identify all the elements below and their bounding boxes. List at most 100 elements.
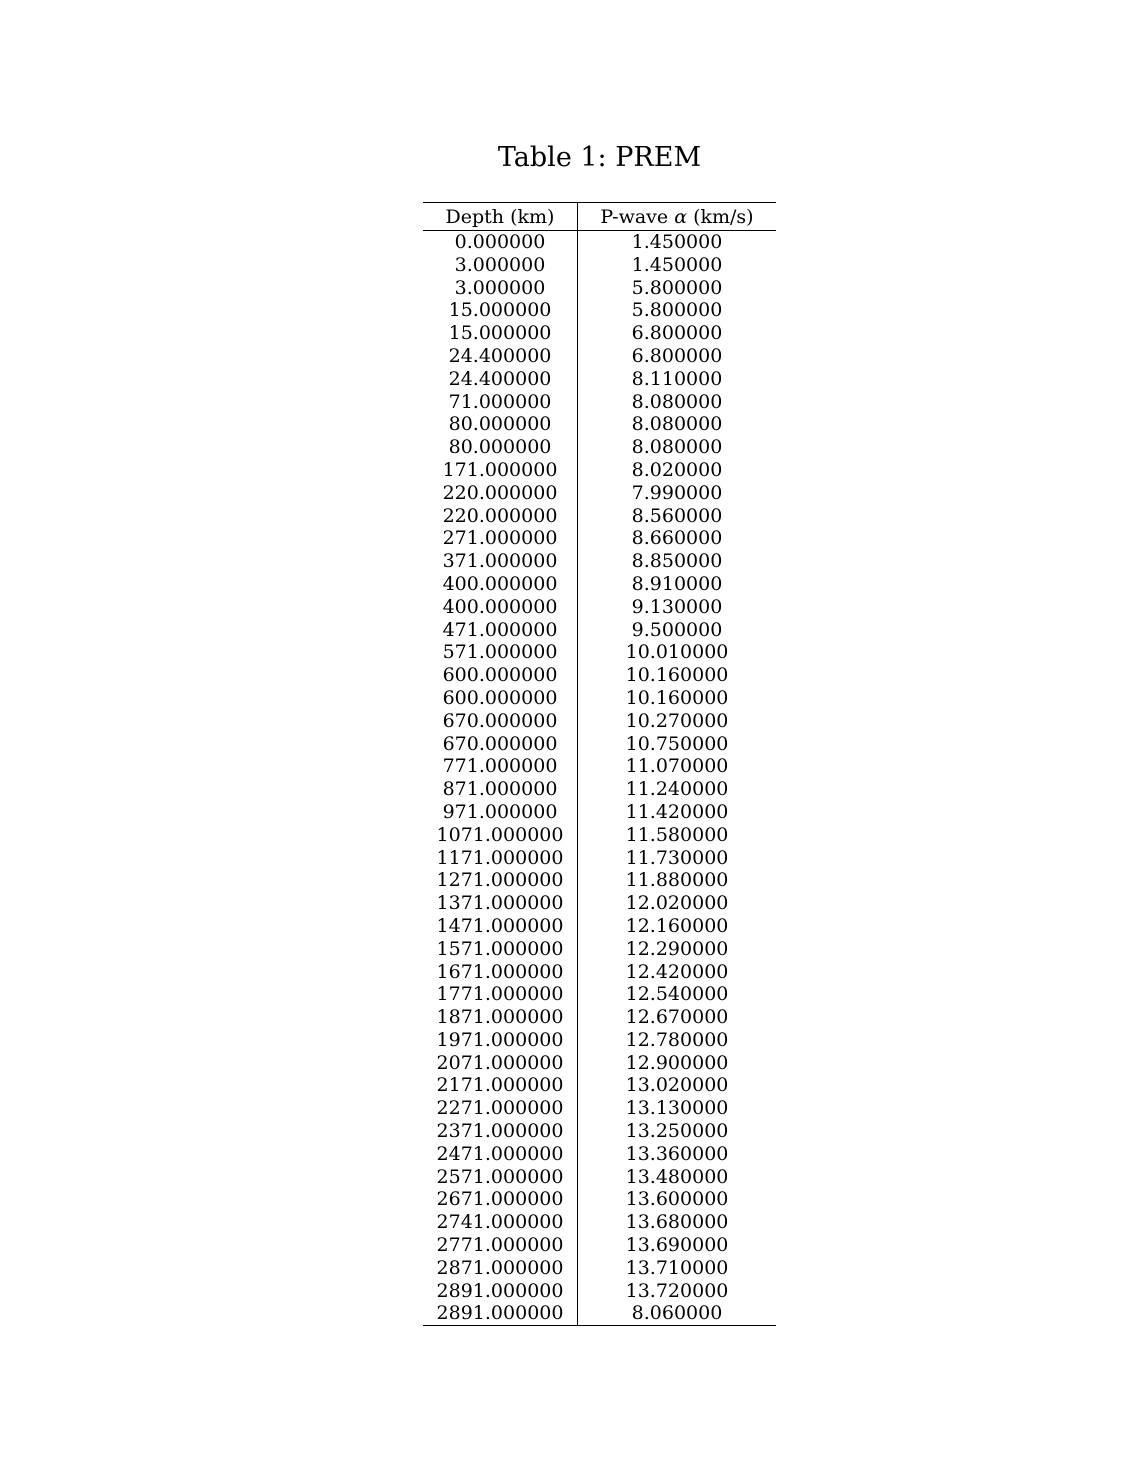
pwave-cell: 8.560000 [631, 504, 723, 527]
depth-cell: 2471.000000 [423, 1142, 578, 1166]
depth-cell: 171.000000 [423, 458, 578, 482]
depth-cell: 600.000000 [423, 686, 578, 710]
table-row: 2471.000000 13.360000 [423, 1142, 776, 1166]
depth-cell: 971.000000 [423, 800, 578, 824]
table-row: 400.000000 9.130000 [423, 595, 776, 619]
table-row: 3.000000 1.450000 [423, 253, 776, 277]
pwave-cell: 12.160000 [625, 914, 729, 937]
pwave-cell: 12.900000 [625, 1051, 729, 1074]
table-row: 271.000000 8.660000 [423, 527, 776, 551]
depth-cell: 271.000000 [423, 527, 578, 551]
depth-cell: 24.400000 [423, 367, 578, 391]
depth-cell: 1571.000000 [423, 937, 578, 961]
pwave-label-prefix: P-wave [600, 205, 675, 228]
table-row: 400.000000 8.910000 [423, 572, 776, 596]
pwave-cell: 8.910000 [631, 572, 723, 595]
depth-cell: 80.000000 [423, 436, 578, 459]
table-row: 871.000000 11.240000 [423, 778, 776, 801]
table-header-row: Depth (km) P-wave α (km/s) [423, 202, 776, 231]
table-row: 371.000000 8.850000 [423, 550, 776, 573]
pwave-cell: 12.540000 [625, 983, 729, 1006]
depth-cell: 771.000000 [423, 755, 578, 779]
table-row: 3.000000 5.800000 [423, 276, 776, 300]
depth-cell: 220.000000 [423, 481, 578, 505]
pwave-cell: 13.130000 [625, 1097, 729, 1120]
depth-cell: 1871.000000 [423, 1006, 578, 1029]
pwave-cell: 6.800000 [631, 344, 723, 367]
depth-cell: 15.000000 [423, 322, 578, 345]
pwave-cell: 13.250000 [625, 1120, 729, 1143]
prem-table: Depth (km) P-wave α (km/s) 0.000000 1.450… [423, 202, 776, 1327]
table-row: 2741.000000 13.680000 [423, 1211, 776, 1235]
table-row: 571.000000 10.010000 [423, 641, 776, 665]
pwave-cell: 13.720000 [625, 1279, 729, 1302]
table-row: 2671.000000 13.600000 [423, 1188, 776, 1212]
pwave-cell: 9.500000 [631, 618, 723, 641]
depth-cell: 1771.000000 [423, 983, 578, 1007]
pwave-cell: 13.710000 [625, 1256, 729, 1279]
pwave-cell: 8.660000 [631, 527, 723, 550]
pwave-cell: 1.450000 [631, 253, 723, 276]
pwave-cell: 11.070000 [625, 755, 729, 778]
depth-cell: 2271.000000 [423, 1097, 578, 1121]
column-header-pwave: P-wave α (km/s) [577, 202, 776, 231]
pwave-cell: 11.420000 [625, 800, 729, 823]
table-block: Table 1: PREM Depth (km) P-wave α (km/s)… [423, 141, 776, 1327]
depth-cell: 2891.000000 [423, 1302, 578, 1326]
depth-cell: 24.400000 [423, 344, 578, 368]
table-row: 2891.000000 13.720000 [423, 1279, 776, 1303]
depth-cell: 2671.000000 [423, 1188, 578, 1212]
table-row: 220.000000 7.990000 [423, 481, 776, 505]
column-header-depth: Depth (km) [423, 202, 578, 231]
depth-cell: 1471.000000 [423, 914, 578, 938]
pwave-cell: 10.010000 [625, 641, 729, 664]
pwave-cell: 9.130000 [631, 595, 723, 618]
pwave-cell: 13.480000 [625, 1165, 729, 1188]
depth-cell: 71.000000 [423, 390, 578, 414]
depth-cell: 471.000000 [423, 618, 578, 642]
table-row: 670.000000 10.750000 [423, 732, 776, 756]
pwave-cell: 12.780000 [625, 1028, 729, 1051]
table-row: 171.000000 8.020000 [423, 458, 776, 482]
table-row: 1271.000000 11.880000 [423, 869, 776, 893]
table-row: 15.000000 6.800000 [423, 322, 776, 345]
table-row: 670.000000 10.270000 [423, 709, 776, 733]
pwave-cell: 8.080000 [631, 413, 723, 436]
table-row: 2871.000000 13.710000 [423, 1256, 776, 1280]
table-row: 24.400000 8.110000 [423, 367, 776, 391]
depth-cell: 2171.000000 [423, 1074, 578, 1098]
depth-cell: 1971.000000 [423, 1028, 578, 1052]
pwave-cell: 12.420000 [625, 960, 729, 983]
table-row: 1071.000000 11.580000 [423, 823, 776, 847]
table-row: 1171.000000 11.730000 [423, 846, 776, 870]
pwave-cell: 7.990000 [631, 481, 723, 504]
depth-cell: 2891.000000 [423, 1279, 578, 1303]
table-row: 2771.000000 13.690000 [423, 1234, 776, 1257]
pwave-cell: 8.060000 [631, 1302, 723, 1325]
pwave-cell: 5.800000 [631, 276, 723, 299]
pwave-cell: 1.450000 [631, 231, 723, 253]
depth-cell: 1071.000000 [423, 823, 578, 847]
pwave-cell: 12.290000 [625, 937, 729, 960]
depth-cell: 80.000000 [423, 413, 578, 437]
pwave-cell: 13.680000 [625, 1211, 729, 1234]
table-row: 2171.000000 13.020000 [423, 1074, 776, 1098]
pwave-cell: 13.020000 [625, 1074, 729, 1097]
table-row: 1671.000000 12.420000 [423, 960, 776, 984]
depth-cell: 400.000000 [423, 572, 578, 596]
depth-cell: 400.000000 [423, 595, 578, 619]
table-row: 2371.000000 13.250000 [423, 1120, 776, 1143]
table-row: 15.000000 5.800000 [423, 299, 776, 323]
table-row: 471.000000 9.500000 [423, 618, 776, 642]
table-row: 2271.000000 13.130000 [423, 1097, 776, 1121]
table-row: 1771.000000 12.540000 [423, 983, 776, 1007]
table-row: 220.000000 8.560000 [423, 504, 776, 528]
table-row: 2571.000000 13.480000 [423, 1165, 776, 1189]
depth-cell: 2371.000000 [423, 1120, 578, 1143]
depth-cell: 871.000000 [423, 778, 578, 801]
table-row: 600.000000 10.160000 [423, 664, 776, 687]
depth-cell: 1671.000000 [423, 960, 578, 984]
depth-cell: 220.000000 [423, 504, 578, 528]
table-row: 1571.000000 12.290000 [423, 937, 776, 961]
depth-cell: 2871.000000 [423, 1256, 578, 1280]
